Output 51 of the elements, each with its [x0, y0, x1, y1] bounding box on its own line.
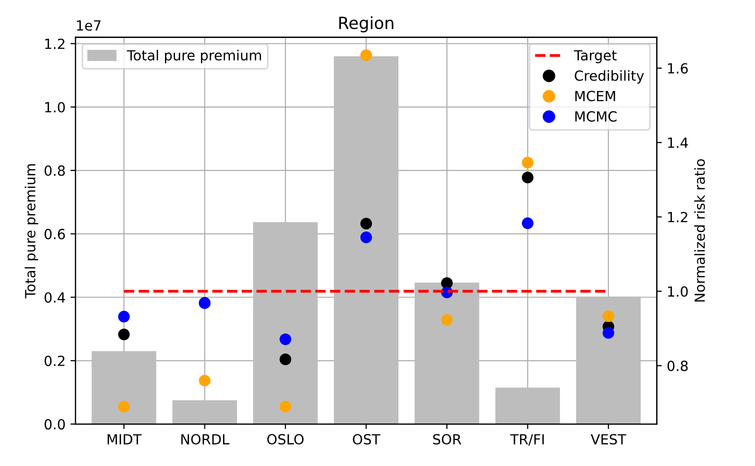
y-tick-label: 0.4	[44, 292, 65, 303]
bar	[414, 282, 480, 424]
y-tick-label: 1.2	[45, 38, 64, 49]
text: 1e7	[77, 20, 101, 31]
bar	[253, 222, 318, 424]
point	[280, 354, 292, 366]
y2-tick-label: 1.6	[668, 63, 688, 74]
point	[280, 400, 292, 412]
point	[360, 49, 372, 61]
point	[602, 327, 614, 339]
y-tick-label: 0.6	[44, 228, 65, 240]
x-tick-label: TR/FI	[510, 434, 544, 446]
chart-title: Region	[339, 16, 394, 32]
x-tick-label: VEST	[590, 434, 626, 445]
y-tick-label: 1.0	[45, 102, 65, 112]
bar	[576, 296, 641, 424]
y2-tick-label: 0.8	[667, 360, 688, 372]
point	[360, 218, 372, 230]
legend-label: Credibility	[574, 70, 644, 84]
point	[522, 156, 534, 168]
point	[118, 400, 130, 412]
x-tick-label: OST	[352, 434, 380, 445]
bar	[495, 388, 560, 424]
point	[360, 232, 372, 244]
point	[280, 333, 292, 346]
point	[118, 328, 130, 340]
y2-axis-title: Normalized risk ratio	[694, 159, 705, 302]
point	[198, 374, 210, 386]
y-tick-label: 0.0	[44, 419, 65, 430]
legend-label: MCMC	[575, 111, 617, 122]
point	[118, 310, 130, 322]
y2-tick-label: 1.0	[668, 286, 688, 297]
point	[602, 310, 614, 322]
x-tick-label: OSLO	[267, 434, 304, 445]
point	[522, 172, 534, 184]
legend-label: Total pure premium	[126, 50, 262, 64]
y2-tick-label: 1.4	[668, 138, 688, 148]
legend-label: MCEM	[575, 90, 616, 102]
y-tick-label: 0.2	[44, 356, 64, 366]
x-tick-label: MIDT	[108, 434, 142, 444]
x-tick-label: SOR	[433, 434, 462, 445]
y-tick-label: 0.8	[44, 165, 65, 176]
y-axis-title: Total pure premium	[24, 164, 38, 298]
point	[522, 217, 534, 230]
point	[441, 314, 453, 326]
y2-tick-label: 1.2	[668, 212, 688, 222]
x-tick-label: NORDL	[181, 434, 230, 445]
bar	[172, 400, 237, 424]
legend-label: Target	[574, 50, 617, 64]
bar	[334, 56, 398, 424]
bar	[92, 351, 156, 424]
